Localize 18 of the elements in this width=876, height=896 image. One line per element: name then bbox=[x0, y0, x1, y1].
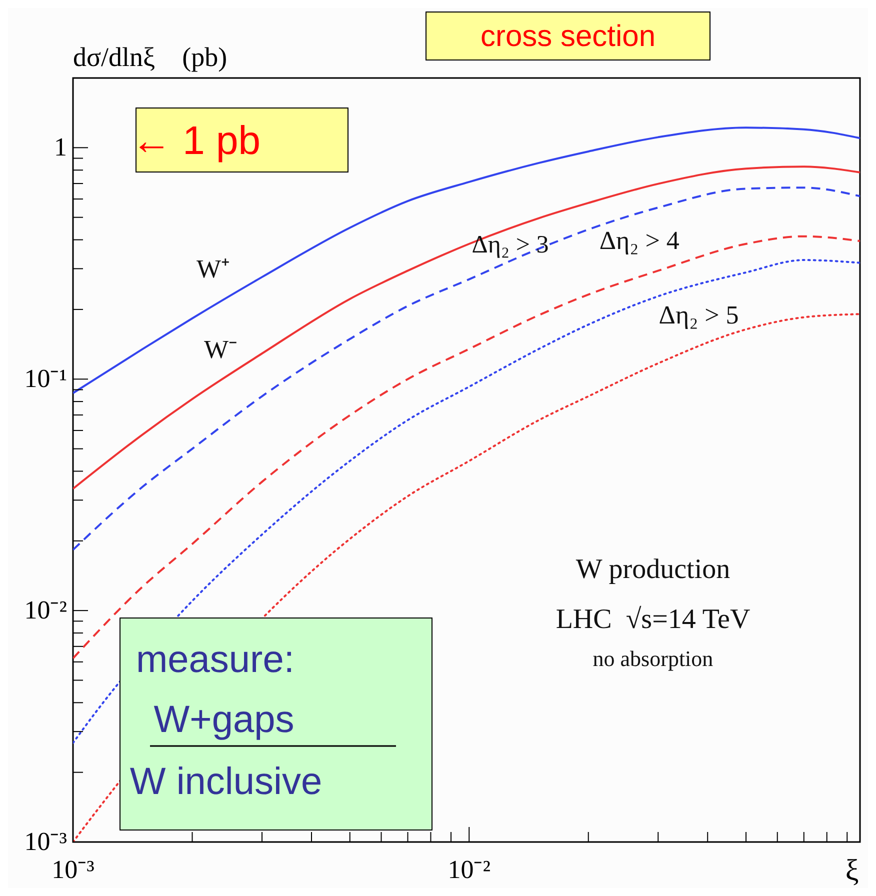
annotation: LHC √s=14 TeV bbox=[556, 604, 750, 635]
y-tick-label: 10⁻² bbox=[24, 596, 68, 625]
annotation: W+gaps bbox=[154, 699, 294, 741]
y-tick-label: 10⁻¹ bbox=[24, 364, 67, 394]
annotation: W production bbox=[576, 554, 730, 585]
annotation: Δη₂ > 4 bbox=[599, 226, 680, 255]
annotation: ← 1 pb bbox=[132, 119, 260, 163]
annotation: W⁻ bbox=[204, 334, 238, 364]
annotation: no absorption bbox=[592, 646, 714, 671]
annotation: measure: bbox=[136, 639, 294, 681]
annotation: W⁺ bbox=[196, 254, 230, 284]
text: cross section bbox=[480, 20, 656, 53]
y-tick-label: 10⁻³ bbox=[24, 827, 68, 856]
x-axis-title: ξ bbox=[845, 854, 859, 887]
y-tick-label: 1 bbox=[54, 132, 67, 162]
annotation: Δη₂ > 5 bbox=[658, 300, 739, 330]
annotation: W inclusive bbox=[130, 761, 322, 803]
y-axis-title: dσ/dlnξ (pb) bbox=[73, 42, 228, 72]
